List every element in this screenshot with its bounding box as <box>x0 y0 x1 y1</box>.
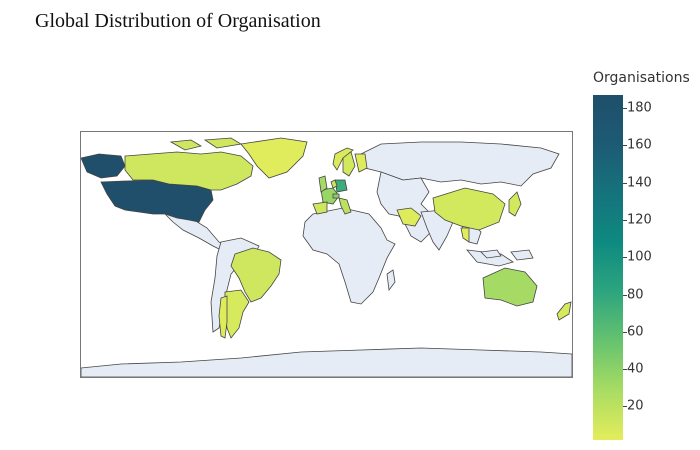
country-canada[interactable] <box>124 137 254 191</box>
country-chile[interactable] <box>218 295 228 339</box>
colorbar-tick-mark <box>623 294 627 296</box>
colorbar-tick-label: 80 <box>627 287 644 303</box>
colorbar-tick-mark <box>623 108 627 110</box>
colorbar-tick-label: 40 <box>627 361 644 377</box>
country-indonesia-nodata[interactable] <box>480 249 534 261</box>
colorbar-tick-label: 160 <box>627 137 652 153</box>
map-canvas <box>81 132 572 377</box>
country-switzerland[interactable] <box>332 193 340 199</box>
country-antarctica-nodata[interactable] <box>81 347 572 377</box>
country-brazil[interactable] <box>230 247 282 303</box>
country-united-kingdom[interactable] <box>318 175 328 193</box>
country-greenland[interactable] <box>240 137 308 179</box>
colorbar-tick-label: 20 <box>627 398 644 414</box>
colorbar-tick-label: 140 <box>627 175 652 191</box>
country-iran[interactable] <box>396 207 422 227</box>
country-madagascar-nodata[interactable] <box>386 269 396 292</box>
colorbar-tick-mark <box>623 406 627 408</box>
colorbar-title: Organisations <box>593 70 690 86</box>
country-italy[interactable] <box>338 197 352 215</box>
colorbar-tick-mark <box>623 219 627 221</box>
country-china[interactable] <box>432 187 506 231</box>
country-germany[interactable] <box>334 179 348 193</box>
country-new-zealand[interactable] <box>556 301 572 321</box>
country-japan[interactable] <box>508 191 522 217</box>
country-finland[interactable] <box>354 153 368 173</box>
country-africa-nodata[interactable] <box>302 207 396 305</box>
colorbar-tick-mark <box>623 331 627 333</box>
colorbar-tick-mark <box>623 145 627 147</box>
colorbar-tick-mark <box>623 257 627 259</box>
country-australia[interactable] <box>482 267 538 307</box>
colorbar-tick-label: 180 <box>627 100 652 116</box>
country-norway[interactable] <box>332 147 354 171</box>
country-france[interactable] <box>320 187 340 205</box>
colorbar-tick-mark <box>623 369 627 371</box>
colorbar-tick-mark <box>623 182 627 184</box>
world-map[interactable] <box>80 131 573 378</box>
colorbar-tick-label: 120 <box>627 212 652 228</box>
colorbar-gradient <box>593 95 623 440</box>
chart-title: Global Distribution of Organisation <box>35 10 321 32</box>
country-netherlands[interactable] <box>330 179 338 189</box>
colorbar-tick-label: 60 <box>627 324 644 340</box>
country-thailand[interactable] <box>460 227 470 243</box>
colorbar-tick-label: 100 <box>627 249 652 265</box>
country-spain[interactable] <box>312 201 328 215</box>
